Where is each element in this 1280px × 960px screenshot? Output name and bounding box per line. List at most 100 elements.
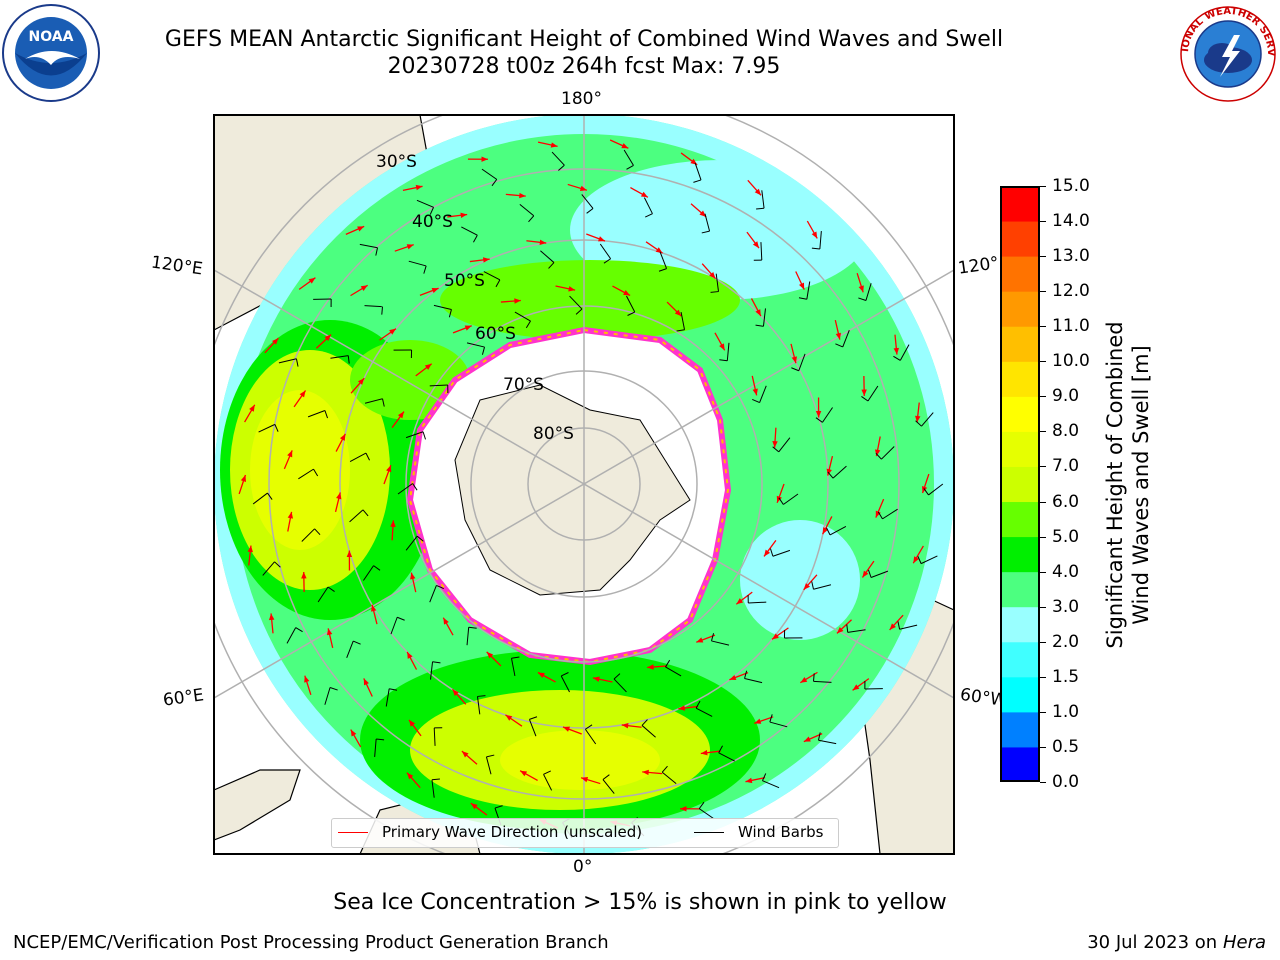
footer-date-text: 30 Jul 2023 on [1087, 932, 1223, 953]
colorbar-bin [1000, 606, 1040, 643]
wind-barb [481, 168, 498, 187]
wind-barb [710, 273, 720, 293]
colorbar-tick [1040, 536, 1046, 538]
wave-arrow [316, 334, 332, 349]
wave-arrow [371, 604, 378, 625]
wind-barb [430, 661, 441, 680]
wind-barb [252, 492, 273, 505]
colorbar-tick-label: 7.0 [1052, 456, 1080, 477]
colorbar-tick [1040, 431, 1046, 433]
wave-arrow [735, 591, 753, 605]
wind-barb [798, 281, 811, 300]
legend-item-wind: Wind Barbs [694, 823, 823, 841]
wind-barb [915, 412, 934, 427]
wind-barb [710, 633, 730, 646]
wind-barb [349, 509, 369, 523]
wave-arrow [856, 273, 864, 293]
footer-date: 30 Jul 2023 on Hera [1087, 932, 1266, 953]
wind-barb [461, 226, 478, 243]
wave-arrow [519, 770, 538, 781]
wind-barb [528, 716, 538, 737]
wave-arrow [580, 777, 601, 785]
colorbar-tick [1040, 501, 1046, 503]
wind-barb [861, 385, 879, 402]
wave-arrow [861, 560, 875, 578]
wind-barb [433, 304, 452, 318]
wave-arrow [350, 284, 368, 297]
wind-barb [307, 410, 329, 419]
colorbar-bin [1000, 676, 1040, 713]
wave-arrow [700, 750, 721, 756]
colorbar-tick-label: 1.0 [1052, 701, 1080, 722]
wind-barb [752, 385, 767, 404]
wind-barb [770, 548, 791, 557]
wind-barb [813, 673, 832, 683]
wave-arrow [537, 671, 556, 683]
colorbar-bin [1000, 291, 1040, 327]
colorbar-bin [1000, 746, 1040, 782]
wave-arrow [790, 343, 797, 364]
wind-barb [510, 656, 520, 677]
wave-arrow [442, 617, 454, 636]
wave-arrow [609, 139, 629, 149]
wave-arrow [264, 337, 279, 354]
wave-arrow [852, 678, 870, 691]
wave-arrow [537, 141, 558, 148]
lat-label-40s: 40°S [412, 212, 453, 232]
chart-subtitle: 20230728 t00z 264h fcst Max: 7.95 [387, 54, 781, 79]
wind-barb [783, 630, 803, 639]
wave-arrow [680, 806, 701, 812]
colorbar-tick-label: 12.0 [1052, 281, 1090, 302]
colorbar-tick [1040, 782, 1046, 783]
colorbar-bin [1000, 361, 1040, 397]
colorbar-tick-label: 3.0 [1052, 596, 1080, 617]
colorbar-tick [1040, 326, 1046, 328]
colorbar-tick [1040, 676, 1046, 678]
colorbar-tick-label: 10.0 [1052, 351, 1090, 372]
wave-arrow [647, 664, 668, 670]
wind-barb [701, 213, 711, 234]
antarctica [406, 326, 732, 666]
wave-arrow [645, 241, 663, 254]
wind-barb [923, 483, 944, 496]
colorbar-bin [1000, 536, 1040, 573]
wave-arrow [238, 474, 247, 495]
wind-barb [827, 465, 847, 479]
wind-barb [433, 727, 443, 746]
colorbar-bin [1000, 396, 1040, 432]
wave-arrow [383, 464, 392, 485]
wind-barb [301, 528, 321, 542]
wave-arrow [461, 750, 478, 765]
wave-arrow [834, 320, 842, 340]
wave-arrow [861, 375, 867, 396]
wind-barbs [252, 149, 944, 839]
wind-barb [313, 298, 332, 307]
wind-barb [543, 770, 553, 791]
wind-barb [772, 437, 791, 453]
wave-arrow [630, 187, 649, 198]
wave-arrow [714, 332, 726, 351]
colorbar-tick [1040, 186, 1046, 187]
wind-barb [364, 398, 385, 407]
wind-barb [917, 555, 938, 565]
wind-barb [483, 271, 501, 288]
wind-barb [864, 681, 883, 690]
wind-barb [324, 687, 338, 705]
wave-arrow [415, 363, 433, 377]
colorbar-bin [1000, 431, 1040, 467]
wave-arrow [562, 726, 582, 735]
wave-arrow [326, 628, 334, 648]
colorbar-tick [1040, 606, 1046, 608]
wave-arrow [836, 619, 852, 634]
wave-arrow [301, 572, 307, 593]
wind-barb [551, 151, 565, 171]
wave-arrow [335, 433, 346, 452]
wind-barb [811, 581, 832, 590]
colorbar-tick [1040, 221, 1046, 223]
map-frame [213, 114, 955, 855]
colorbar-bin [1000, 326, 1040, 362]
wind-barb [599, 243, 612, 264]
wave-arrow [470, 802, 488, 816]
colorbar-tick [1040, 361, 1046, 363]
